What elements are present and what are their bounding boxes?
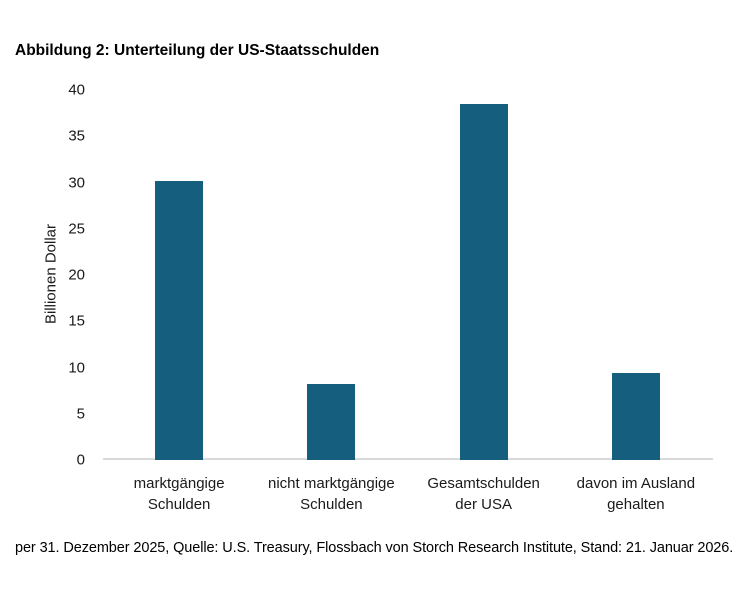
footer-note: per 31. Dezember 2025, Quelle: U.S. Trea… — [15, 540, 734, 556]
y-axis-tick-label: 0 — [76, 451, 85, 469]
bar — [155, 180, 204, 460]
bar — [611, 373, 660, 460]
y-axis-tick-label: 35 — [68, 127, 85, 145]
y-axis-tick-labels: 0 5 10 15 20 25 30 35 40 — [0, 83, 85, 468]
page-title: Abbildung 2: Unterteilung der US-Staatss… — [15, 42, 380, 59]
x-axis-category-label: marktgängige Schulden — [133, 475, 225, 513]
x-axis-category-label: davon im Ausland gehalten — [576, 475, 696, 513]
y-axis-tick-label: 5 — [76, 405, 85, 423]
y-axis-tick-label: 40 — [68, 81, 85, 99]
bar — [307, 384, 356, 460]
x-axis-baseline — [103, 458, 713, 460]
y-axis-tick-label: 30 — [68, 174, 85, 191]
x-axis-category-label: Gesamtschulden der USA — [427, 475, 540, 513]
chart-plot-area — [103, 90, 712, 460]
bar — [459, 103, 508, 460]
y-axis-tick-label: 25 — [68, 220, 85, 238]
y-axis-tick-label: 20 — [68, 266, 85, 284]
y-axis-tick-label: 10 — [68, 359, 85, 376]
y-axis-tick-label: 15 — [68, 312, 85, 330]
x-axis-category-label: nicht marktgängige Schulden — [268, 475, 395, 513]
x-axis-category-labels: marktgängige Schulden nicht marktgängige … — [103, 473, 712, 515]
